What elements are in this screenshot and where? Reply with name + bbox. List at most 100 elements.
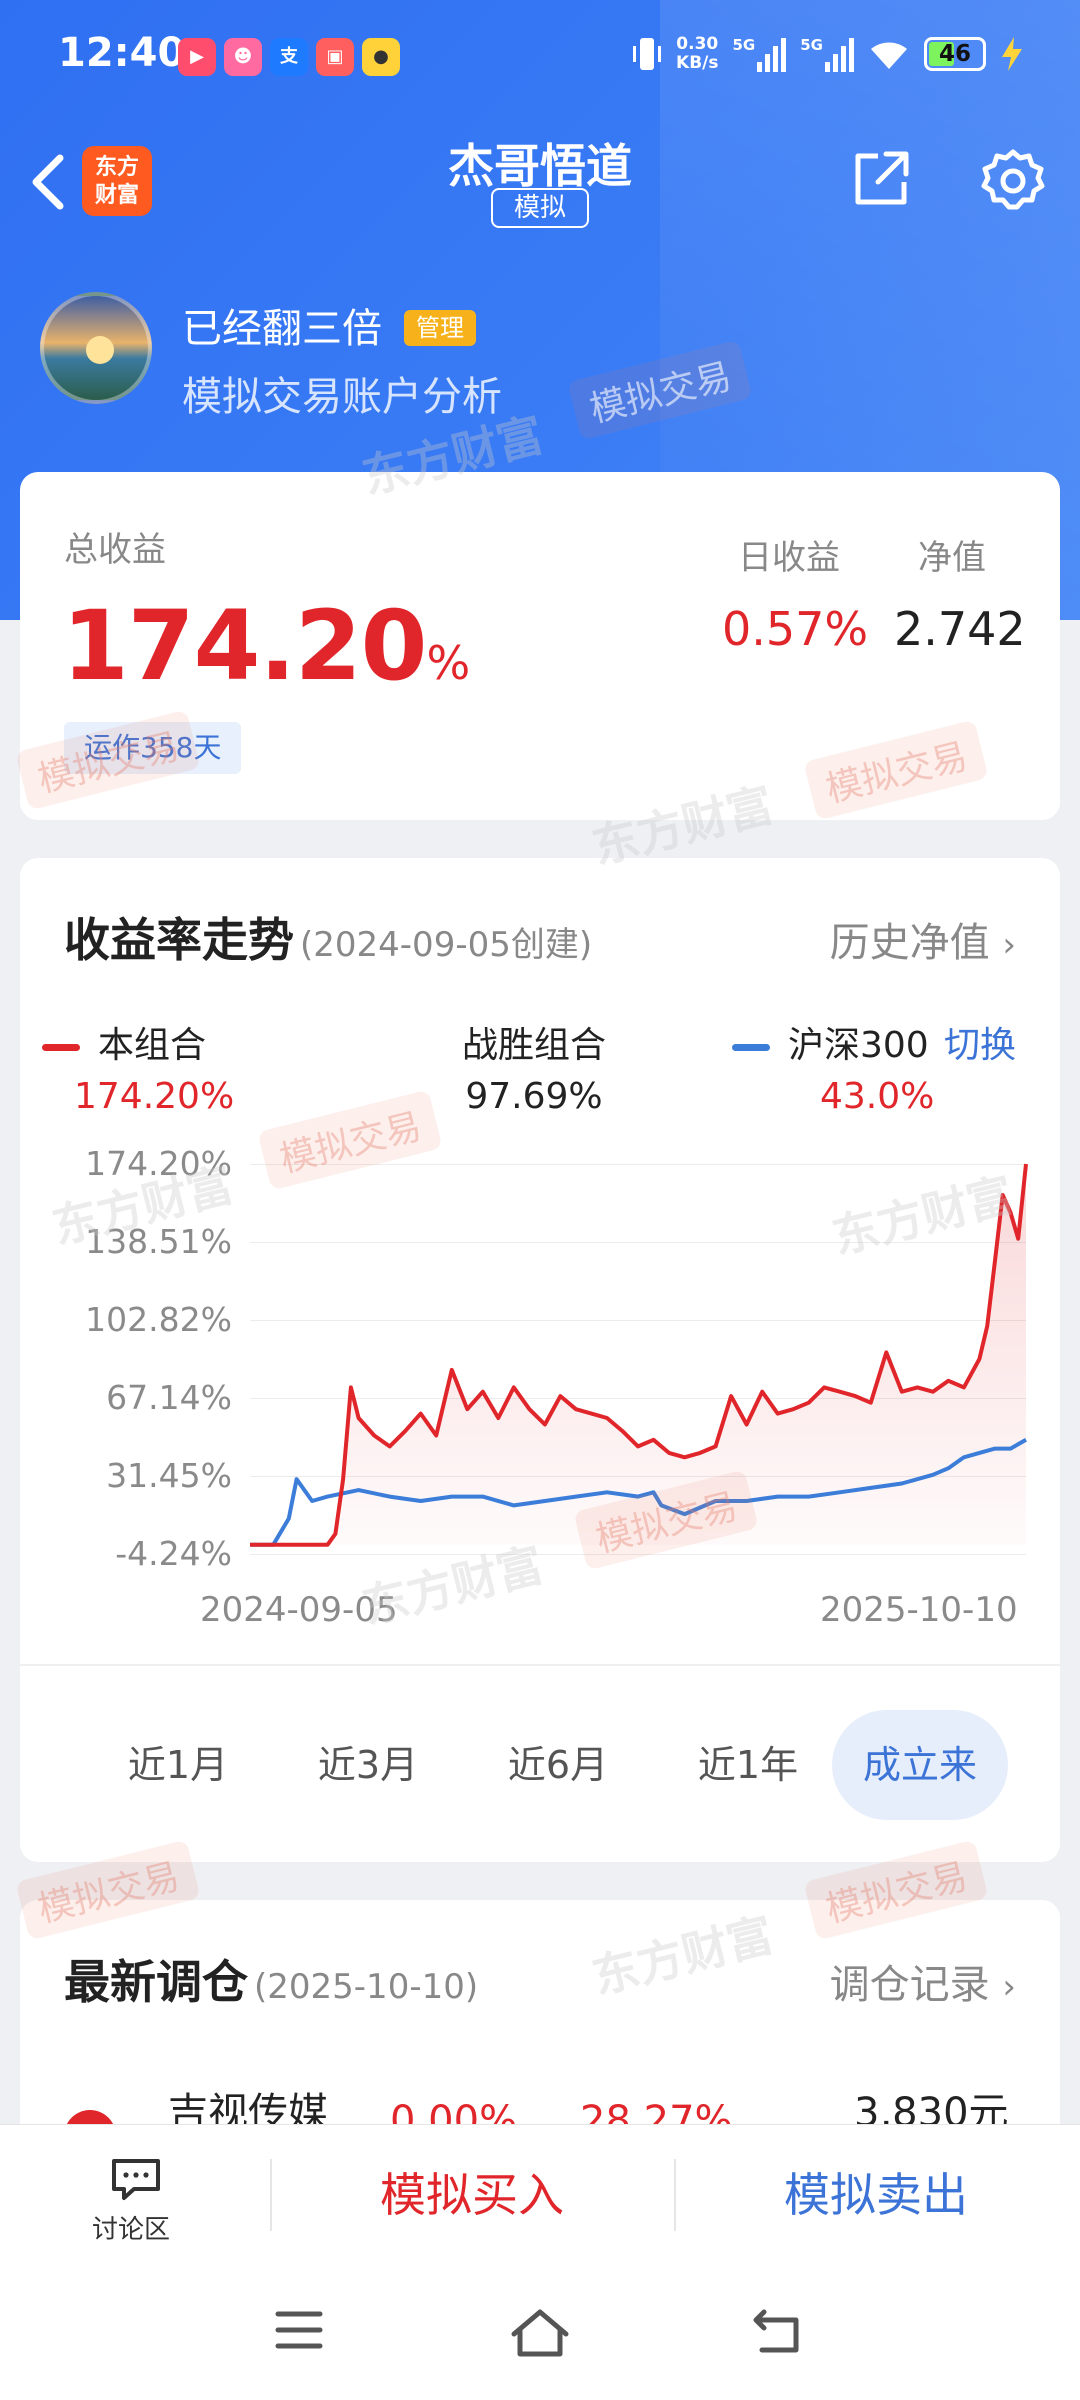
net-value-label: 净值	[918, 538, 986, 578]
legend-beat-value: 97.69%	[465, 1076, 603, 1117]
status-right: 0.30 KB/s 5G 5G 46	[632, 34, 1024, 74]
gridline	[250, 1554, 1026, 1555]
share-icon[interactable]	[850, 148, 912, 210]
chart-plot	[250, 1163, 1028, 1547]
legend-index: 沪深300 43.0%	[732, 1016, 934, 1117]
simulated-tag: 模拟	[491, 188, 589, 228]
signal-1: 5G	[733, 36, 787, 72]
battery-level: 46	[938, 41, 971, 67]
net-speed-value: 0.30	[676, 34, 719, 54]
latest-trade-title-text: 最新调仓	[64, 1955, 248, 2009]
legend-index-value: 43.0%	[820, 1076, 935, 1117]
back-arrow-icon[interactable]	[26, 152, 76, 212]
trend-card: 收益率走势 (2024-09-05创建) 历史净值 › 本组合 174.20% 战…	[20, 858, 1060, 1862]
daily-return-label: 日收益	[738, 538, 840, 578]
chevron-right-icon: ›	[1002, 925, 1016, 965]
trend-title-text: 收益率走势	[64, 913, 294, 967]
y-tick-label: -4.24%	[115, 1534, 232, 1573]
avatar[interactable]	[40, 292, 152, 404]
total-return-number: 174.20	[62, 590, 427, 702]
bottom-action-bar: 讨论区 模拟买入 模拟卖出	[0, 2124, 1080, 2264]
divider	[20, 1664, 1060, 1666]
trade-record-link[interactable]: 调仓记录 ›	[830, 1952, 1016, 2010]
y-tick-label: 102.82%	[85, 1300, 232, 1339]
back-nav-icon[interactable]	[752, 2308, 804, 2356]
y-tick-label: 31.45%	[106, 1456, 232, 1495]
x-end-label: 2025-10-10	[820, 1590, 1018, 1630]
legend-beat: 战胜组合 97.69%	[434, 1016, 634, 1117]
net-speed: 0.30 KB/s	[676, 35, 718, 73]
y-tick-label: 138.51%	[85, 1222, 232, 1261]
legend-portfolio-label: 本组合	[98, 1025, 207, 1066]
latest-trade-title: 最新调仓 (2025-10-10)	[64, 1946, 478, 2012]
settings-gear-icon[interactable]	[980, 148, 1046, 214]
app-notify-icon: ▣	[316, 38, 354, 76]
total-return-unit: %	[426, 636, 470, 690]
discussion-label: 讨论区	[92, 2215, 171, 2245]
signal-bars-icon	[757, 36, 787, 72]
charging-icon	[1002, 37, 1022, 71]
admin-badge: 管理	[404, 310, 476, 346]
portfolio-line-swatch	[42, 1043, 80, 1051]
portfolio-name: 已经翻三倍	[182, 306, 382, 352]
index-line-swatch	[732, 1043, 770, 1051]
legend-portfolio: 本组合 174.20%	[42, 1016, 234, 1117]
app-notify-icon: ▶	[178, 38, 216, 76]
total-return-value: 174.20%	[62, 590, 470, 702]
net-speed-unit: KB/s	[676, 53, 719, 73]
net-value: 2.742	[894, 602, 1026, 656]
app-notify-icon: ●	[362, 38, 400, 76]
home-icon[interactable]	[510, 2308, 570, 2358]
legend-beat-label: 战胜组合	[461, 1025, 606, 1066]
chevron-right-icon: ›	[1002, 1967, 1016, 2007]
created-date: (2024-09-05创建)	[300, 925, 593, 965]
legend-index-label: 沪深300	[788, 1025, 929, 1066]
signal-2-label: 5G	[800, 36, 823, 54]
gridline	[250, 1398, 1026, 1399]
simulated-sell-button[interactable]: 模拟卖出	[784, 2168, 968, 2222]
status-bar: 12:40 ▶ ☻ 支 ▣ ● 0.30 KB/s 5G 5G 46	[0, 0, 1080, 118]
wifi-icon	[871, 42, 907, 69]
notification-icons: ▶ ☻ 支 ▣ ●	[178, 38, 400, 76]
signal-bars-icon	[825, 36, 854, 72]
gridline	[250, 1164, 1026, 1165]
portfolio-area-fill	[250, 1164, 1026, 1545]
tab-6-months[interactable]: 近6月	[507, 1743, 609, 1787]
tab-since-inception[interactable]: 成立来	[832, 1710, 1008, 1820]
system-navigation-bar	[0, 2264, 1080, 2400]
legend-portfolio-value: 174.20%	[74, 1076, 235, 1117]
status-time: 12:40	[58, 30, 186, 76]
y-tick-label: 67.14%	[106, 1378, 232, 1417]
app-notify-icon: ☻	[224, 38, 262, 76]
summary-card: 总收益 174.20% 运作358天 日收益 净值 0.57% 2.742	[20, 472, 1060, 820]
brand-text: 东方财富	[94, 155, 139, 208]
alipay-icon: 支	[270, 38, 308, 76]
chat-bubble-icon	[112, 2159, 160, 2200]
portfolio-series-line	[250, 1163, 1028, 1547]
divider	[270, 2159, 272, 2231]
tab-1-month[interactable]: 近1月	[127, 1743, 229, 1787]
switch-benchmark-link[interactable]: 切换	[944, 1025, 1017, 1066]
index-series-line	[250, 1438, 1027, 1547]
menu-icon[interactable]	[274, 2308, 324, 2352]
x-start-label: 2024-09-05	[200, 1590, 398, 1630]
vibrate-icon	[633, 38, 662, 70]
history-nav-link[interactable]: 历史净值 ›	[830, 910, 1016, 968]
tab-1-year[interactable]: 近1年	[697, 1743, 799, 1787]
trend-title: 收益率走势 (2024-09-05创建)	[64, 904, 592, 970]
battery-icon: 46	[924, 37, 986, 71]
gridline	[250, 1320, 1026, 1321]
signal-1-label: 5G	[732, 36, 756, 54]
daily-return-value: 0.57%	[722, 602, 869, 656]
eastmoney-logo: 东方财富	[82, 146, 152, 216]
run-days-badge: 运作358天	[64, 722, 242, 774]
divider	[674, 2159, 676, 2231]
tab-3-months[interactable]: 近3月	[317, 1743, 419, 1787]
history-nav-label: 历史净值	[829, 920, 990, 966]
portfolio-subtitle: 模拟交易账户分析	[182, 374, 502, 420]
total-return-label: 总收益	[64, 530, 166, 570]
return-chart: 174.20% 138.51% 102.82% 67.14% 31.45% -4…	[50, 1130, 1040, 1573]
latest-trade-date: (2025-10-10)	[254, 1967, 479, 2007]
nav-bar: 东方财富 杰哥悟道 模拟	[0, 130, 1080, 240]
simulated-buy-button[interactable]: 模拟买入	[380, 2168, 564, 2222]
